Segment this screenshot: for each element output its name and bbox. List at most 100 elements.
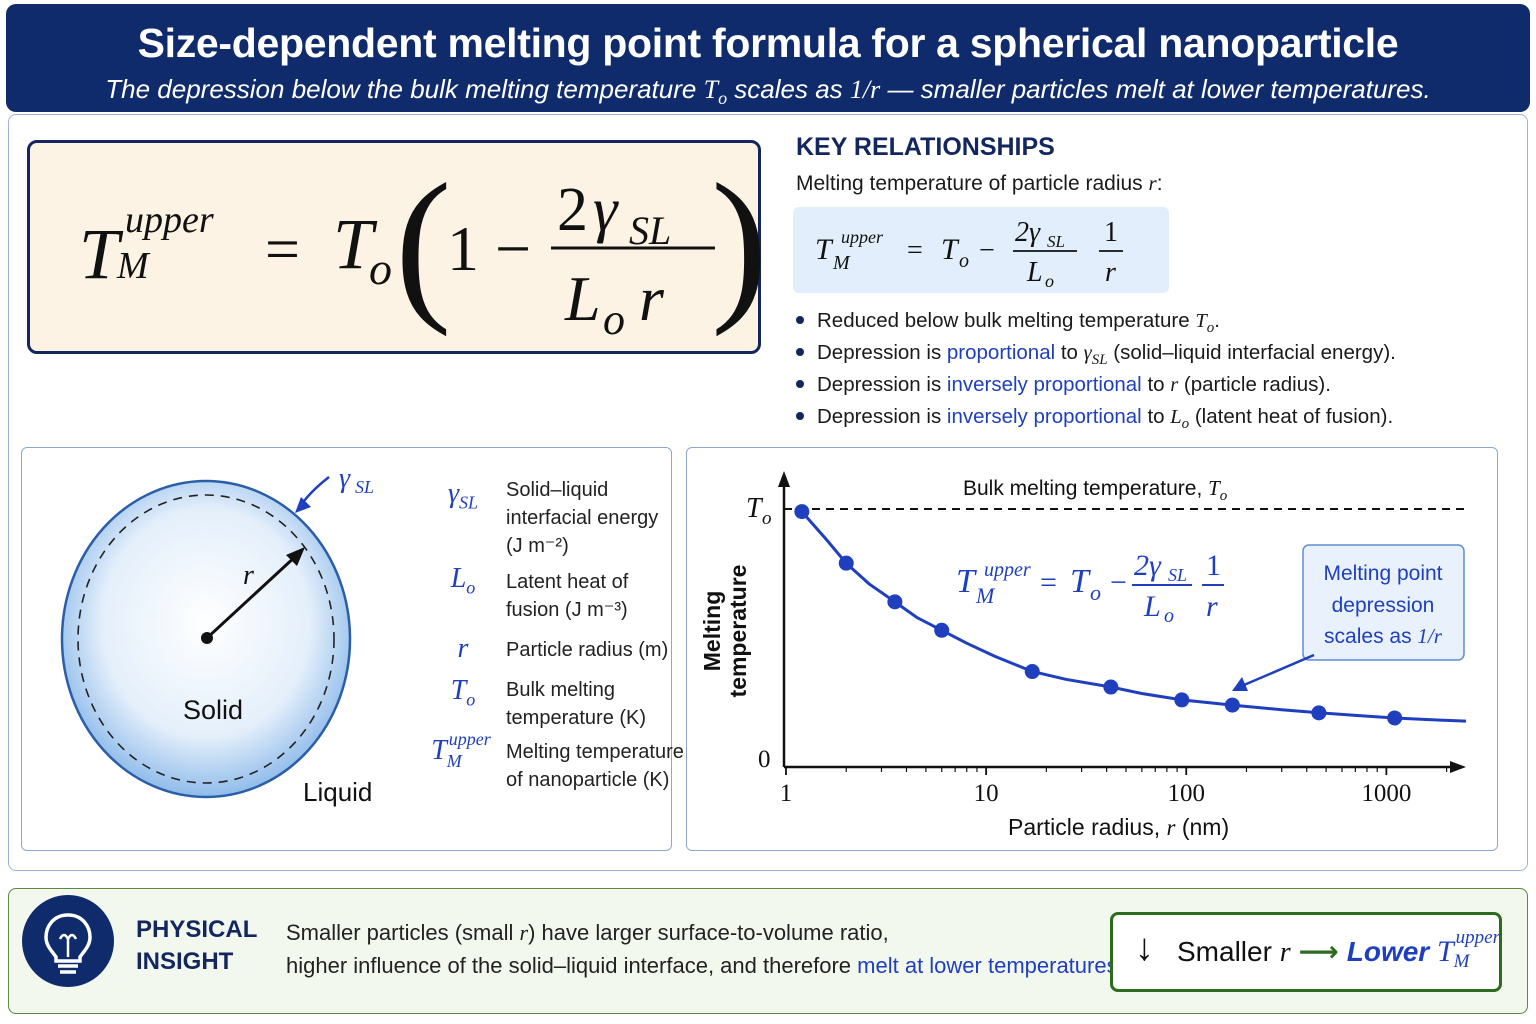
subtitle-mid: scales as <box>727 74 850 104</box>
symbol-0: γSL <box>423 478 503 514</box>
formula-den-L: L <box>564 263 601 334</box>
key-formula-num-sub: SL <box>1047 232 1065 251</box>
bullet-mid: to <box>1055 341 1084 364</box>
chart-formula-r: r <box>1206 590 1218 623</box>
key-relationships-title: KEY RELATIONSHIPS <box>796 133 1055 161</box>
symbol-2: r <box>423 633 503 665</box>
gamma-pointer-head <box>295 497 311 513</box>
key-bullet-0: Reduced below bulk melting temperature T… <box>796 306 1396 338</box>
symbol-sub: SL <box>459 492 479 513</box>
bullet-dot <box>796 315 804 324</box>
symbol-main: T <box>450 675 467 706</box>
key-intro-text: Melting temperature of particle radius <box>796 172 1149 195</box>
reference-label-pre: Bulk melting temperature, <box>963 477 1208 500</box>
lightbulb-icon <box>44 913 92 974</box>
symbol-sub: o <box>466 577 476 598</box>
key-bullet-1: Depression is proportional to γSL (solid… <box>796 338 1396 370</box>
y-axis-arrowhead <box>778 471 790 487</box>
insight-icon-circle <box>22 895 114 987</box>
bullet-post: (particle radius). <box>1178 373 1331 396</box>
bullet-symbol: L <box>1170 406 1182 428</box>
formula-num-2: 2 <box>557 176 588 244</box>
solid-label: Solid <box>183 695 243 725</box>
right-arrow-icon: ⟶ <box>1298 936 1339 967</box>
key-formula: T upper M = T o − 2γ SL L o 1 r <box>815 217 1123 291</box>
data-point <box>887 594 903 610</box>
bullet-highlight: inversely proportional <box>946 373 1142 396</box>
insight-line1-pre: Smaller particles (small <box>286 920 520 945</box>
symbol-description-3: Bulk melting temperature (K) <box>506 676 646 732</box>
symbol-sub: M <box>446 751 462 771</box>
symbol-main: γ <box>447 478 460 509</box>
formula-T: T <box>79 214 124 294</box>
annotation-line1: Melting point <box>1323 562 1442 585</box>
insight-line2-highlight: melt at lower temperatures. <box>857 953 1124 978</box>
key-formula-num: 2γ <box>1015 217 1041 248</box>
key-formula-T: T <box>815 233 834 266</box>
symbol-sup: upper <box>448 729 491 749</box>
symbol-sub: o <box>466 689 476 710</box>
bullet-post: . <box>1214 309 1220 332</box>
melting-curve <box>800 510 1467 723</box>
bullet-symbol: γ <box>1083 342 1092 364</box>
bullet-mid: to <box>1141 405 1171 428</box>
particle-panel <box>21 447 672 851</box>
data-point <box>934 622 950 638</box>
x-axis-label-pre: Particle radius, <box>1008 814 1167 840</box>
x-axis-label: Particle radius, r (nm) <box>1008 814 1229 840</box>
formula-sub: M <box>116 245 151 287</box>
formula-den-r: r <box>639 263 665 334</box>
subtitle-pre: The depression below the bulk melting te… <box>105 74 704 104</box>
annotation-box <box>1302 544 1465 661</box>
symbol-description-1: Latent heat of fusion (J m⁻³) <box>506 568 628 624</box>
symbol-description-line: Particle radius (m) <box>506 639 669 661</box>
formula-den-o: o <box>603 295 625 344</box>
key-formula-To-T: T <box>941 233 960 266</box>
gamma-label-sub: SL <box>355 477 374 497</box>
subtitle-T: T <box>703 75 719 104</box>
bullet-pre: Reduced below bulk melting temperature <box>817 309 1196 332</box>
down-arrow-icon: ↓ <box>1135 927 1154 969</box>
reference-label: Bulk melting temperature, To <box>963 476 1228 504</box>
chart-formula: T upper M = T o − 2γ SL L o 1 r <box>956 549 1224 627</box>
key-formula-To-o: o <box>959 250 969 272</box>
chart-formula-num: 2γ <box>1134 549 1162 582</box>
symbol-description-line: fusion (J m⁻³) <box>506 599 628 621</box>
chart-formula-To-o: o <box>1090 580 1101 605</box>
formula-num-sl: SL <box>629 208 671 253</box>
data-point <box>794 504 810 520</box>
chart-formula-T: T <box>956 563 977 600</box>
symbol-description-line: Melting temperature <box>506 741 684 763</box>
gamma-pointer <box>299 476 330 506</box>
insight-label: PHYSICAL INSIGHT <box>136 914 257 978</box>
gamma-label: γ <box>339 463 351 494</box>
symbol-description-0: Solid–liquid interfacial energy (J m⁻²) <box>506 476 658 560</box>
data-point <box>1103 679 1119 695</box>
x-axis-arrowhead <box>1450 761 1466 773</box>
bullet-symbol: T <box>1195 310 1207 332</box>
symbol-main: L <box>450 563 467 594</box>
bullet-symbol-sub: SL <box>1091 352 1108 369</box>
page-subtitle: The depression below the bulk melting te… <box>6 74 1530 109</box>
key-formula-eq: = <box>907 235 923 266</box>
bullet-post: (latent heat of fusion). <box>1189 405 1394 428</box>
data-point <box>838 555 854 571</box>
data-point <box>1311 705 1327 721</box>
key-formula-r: r <box>1105 257 1116 288</box>
x-axis-label-r: r <box>1167 815 1177 840</box>
key-formula-den-o: o <box>1045 271 1054 291</box>
data-point <box>1174 692 1190 708</box>
data-point <box>1024 664 1040 680</box>
symbol-description-line: Solid–liquid <box>506 479 609 501</box>
y-axis-label-line2: temperature <box>725 565 751 698</box>
symbol-description-line: Bulk melting <box>506 679 615 701</box>
symbol-description-line: interfacial energy <box>506 507 659 529</box>
subtitle-post: — smaller particles melt at lower temper… <box>880 74 1431 104</box>
bullet-pre: Depression is <box>817 341 947 364</box>
x-tick-label: 100 <box>1167 780 1205 807</box>
symbol-1: Lo <box>423 563 503 599</box>
bullet-mid: to <box>1141 373 1171 396</box>
bullet-symbol-sub: o <box>1181 416 1190 433</box>
x-tick-label: 10 <box>974 780 999 807</box>
symbol-main: T <box>431 735 447 766</box>
